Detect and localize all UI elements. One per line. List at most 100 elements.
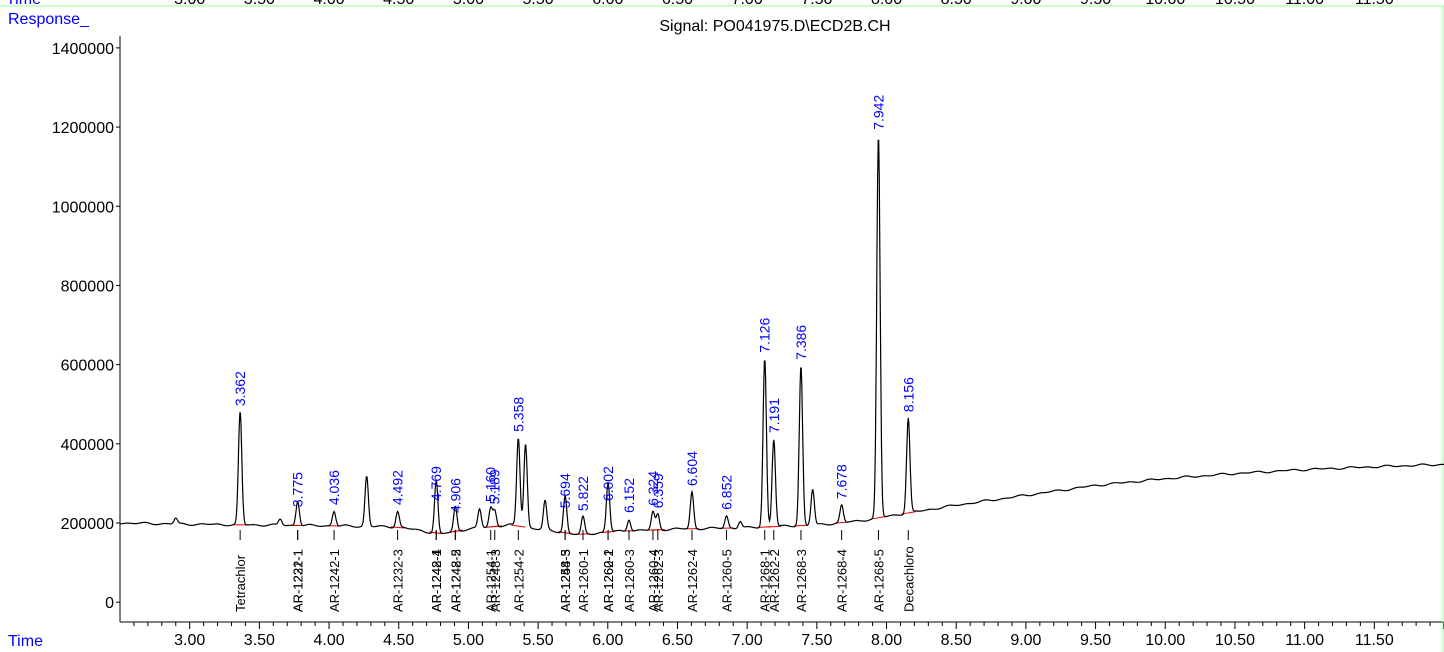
rt-label: 3.362 [232,371,248,406]
x-tick-label: 10.50 [1215,632,1255,649]
x-axis-label: Time [8,633,43,650]
rt-label: 7.386 [793,325,809,360]
top-time-tick: 9.50 [1080,0,1111,8]
rt-label: 5.694 [557,473,573,508]
compound-label: AR-1262-4 [685,549,700,612]
x-tick-label: 4.00 [313,632,344,649]
rt-label: 3.775 [290,472,306,507]
compound-label: AR-1262-1 [601,549,616,612]
compound-label: AR-1268-4 [835,549,850,612]
y-tick-label: 400000 [61,437,114,454]
top-time-tick: 9.00 [1010,0,1041,8]
compound-label: Tetrachlor [233,554,248,612]
x-tick-label: 11.50 [1355,632,1394,649]
x-tick-label: 4.50 [383,632,414,649]
x-tick-label: 7.00 [732,632,763,649]
compound-label: AR-1260-5 [720,549,735,612]
rt-label: 6.852 [719,475,735,510]
compound-label: AR-1268-5 [871,549,886,612]
compound-label: Decachloro [901,546,916,612]
rt-label: 8.156 [900,377,916,412]
top-time-tick: 8.50 [941,0,972,8]
rt-label: 6.152 [621,478,637,513]
compound-label: AR-1254-3 [558,549,573,612]
rt-label: 4.906 [447,478,463,513]
compound-labels: Tetrachlor AR-1221-1AR-1232-1 AR-1242-1 AR-… [233,530,916,612]
top-time-tick: 10.50 [1215,0,1255,8]
compound-label: AR-1242-1 [327,549,342,612]
rt-label: 7.942 [870,95,886,130]
top-time-tick: 8.00 [871,0,902,8]
rt-label: 6.324 [645,471,661,506]
top-time-tick: 6.00 [592,0,623,8]
rt-label: 7.126 [757,317,773,352]
rt-label: 6.359 [650,473,666,508]
rt-label: 5.358 [510,397,526,432]
top-time-tick: 4.00 [313,0,344,8]
top-time-tick: 3.00 [174,0,205,8]
compound-label: AR-1260-3 [622,549,637,612]
compound-label: AR-1248-5 [558,549,573,612]
rt-label: 4.036 [326,470,342,505]
rt-label: 5.189 [487,469,503,504]
rt-label: 7.678 [834,464,850,499]
y-tick-label: 0 [105,595,114,612]
compound-label: AR-1248-2 [448,549,463,612]
rt-label: 6.604 [684,451,700,486]
compound-label: AR-1254-2 [511,549,526,612]
x-tick-label: 11.00 [1285,632,1324,649]
compound-label: AR-1232-3 [391,549,406,612]
compound-label: AR-1221-1 [291,549,306,612]
rt-label: 5.822 [575,476,591,511]
compound-label: AR-1242-5 [448,549,463,612]
x-tick-label: 5.50 [523,632,554,649]
compound-label: AR-1260-4 [646,549,661,612]
compound-label: AR-1248-1 [429,549,444,612]
y-tick-label: 200000 [61,516,114,533]
x-tick-label: 3.00 [174,632,205,649]
chart-title: Signal: PO041975.D\ECD2B.CH [659,18,890,35]
rt-label: 5.160 [483,467,499,502]
integration-baseline [766,525,781,528]
compound-label: AR-1260-2 [601,549,616,612]
top-time-tick: 11.00 [1285,0,1324,8]
integration-baseline [871,516,886,520]
integration-baseline [793,524,808,527]
top-time-tick: 7.50 [801,0,832,8]
compound-label: AR-1232-1 [291,549,306,612]
top-time-tick: 7.00 [732,0,763,8]
x-tick-label: 10.00 [1145,632,1185,649]
rt-label: 4.769 [428,466,444,501]
x-tick-group: 3.00 3.50 4.00 4.50 5.00 5.50 6.00 6.50 7.00 7.50… [133,622,1444,649]
rt-label: 7.191 [766,398,782,433]
x-tick-label: 8.00 [871,632,902,649]
top-time-tick: 4.50 [383,0,414,8]
y-tick-label: 1200000 [52,120,114,137]
y-tick-label: 1400000 [52,41,114,58]
rt-label: 4.492 [390,470,406,505]
x-tick-label: 9.50 [1080,632,1111,649]
y-tick-group: 0 200000 400000 600000 800000 1000000 1200000 1… [52,41,120,612]
rt-label: 6.002 [600,466,616,501]
x-tick-label: 9.00 [1010,632,1041,649]
y-tick-label: 1000000 [52,199,114,216]
x-tick-label: 6.50 [662,632,693,649]
compound-label: AR-1268-1 [758,549,773,612]
x-tick-label: 6.00 [592,632,623,649]
x-tick-label: 8.50 [941,632,972,649]
integration-baseline [511,524,526,528]
retention-time-labels: 3.362 3.775 4.036 4.492 4.769 4.906 5.1605.189… [232,95,916,514]
compound-label: AR-1254-1 [484,549,499,612]
top-time-tick: 5.50 [523,0,554,8]
compound-label: AR-1248-3 [488,549,503,612]
top-time-tick: 3.50 [244,0,275,8]
y-tick-label: 800000 [61,278,114,295]
top-time-tick: 6.50 [662,0,693,8]
compound-label: AR-1262-2 [767,549,782,612]
top-time-tick: 5.00 [453,0,484,8]
top-time-tick: 10.00 [1145,0,1185,8]
x-tick-label: 5.00 [453,632,484,649]
y-tick-label: 600000 [61,358,114,375]
top-time-label: Time [6,0,41,8]
x-tick-label: 3.50 [244,632,275,649]
